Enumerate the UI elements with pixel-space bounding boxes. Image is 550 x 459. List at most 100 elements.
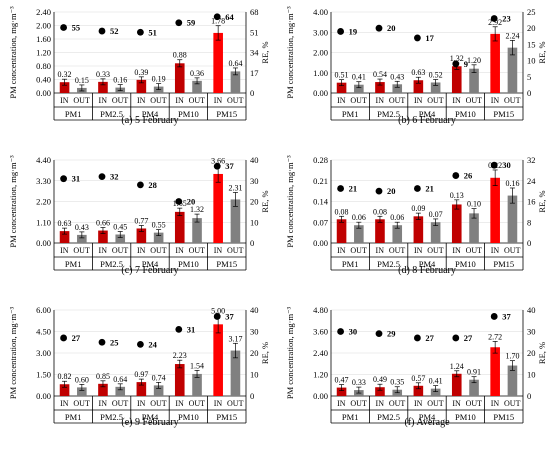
y-tick-label: 2.00 (313, 48, 328, 58)
in-series-label: IN (452, 96, 461, 105)
out-series-label: OUT (112, 96, 129, 105)
in-value-label: 0.77 (134, 216, 148, 225)
y2-tick-label: 30 (250, 327, 259, 337)
out-bar (469, 213, 479, 243)
in-series-label: IN (491, 96, 500, 105)
category-label: PM4 (142, 259, 159, 269)
y2-tick-label: 10 (250, 370, 259, 380)
re-marker (213, 162, 221, 170)
out-value-label: 0.33 (352, 378, 366, 387)
out-series-label: OUT (189, 96, 206, 105)
out-bar (354, 225, 364, 243)
in-bar (174, 364, 185, 396)
y-tick-label: 0.40 (36, 75, 51, 85)
out-bar (469, 68, 479, 93)
out-value-label: 0.41 (429, 377, 443, 386)
y2-tick-label: 0 (250, 238, 254, 248)
re-marker (375, 187, 383, 195)
category-label: PM4 (142, 412, 159, 422)
out-value-label: 0.15 (75, 76, 89, 85)
out-series-label: OUT (350, 246, 367, 255)
y-tick-label: 3.00 (313, 27, 328, 37)
category-label: PM1 (342, 109, 359, 119)
re-marker (137, 181, 144, 189)
in-value-label: 0.82 (58, 372, 72, 381)
in-value-label: 2.23 (173, 351, 187, 360)
re-marker (490, 313, 498, 320)
out-bar (230, 71, 241, 93)
in-bar (213, 324, 223, 396)
y2-tick-label: 20 (527, 23, 536, 33)
panel-caption: (a) 5 February (121, 115, 178, 126)
y2-tick-label: 20 (250, 197, 259, 207)
in-bar (213, 173, 223, 243)
in-series-label: IN (337, 96, 346, 105)
re-marker (213, 13, 221, 21)
y-tick-label: 0.00 (36, 88, 51, 98)
out-series-label: OUT (389, 399, 406, 408)
category-label: PM1 (342, 412, 359, 422)
in-bar (98, 383, 108, 396)
in-bar (174, 211, 185, 243)
y-tick-label: 4.00 (313, 7, 328, 17)
re-marker (60, 175, 67, 183)
re-marker (375, 24, 383, 32)
category-label: PM15 (216, 109, 237, 119)
category-label: PM2.5 (377, 109, 400, 119)
category-label: PM1 (65, 259, 82, 269)
y2-tick-label: 15 (527, 39, 536, 49)
in-value-label: 0.32 (58, 70, 72, 79)
re-marker (60, 334, 67, 342)
in-series-label: IN (99, 246, 108, 255)
re-marker (175, 19, 183, 27)
out-value-label: 0.35 (390, 378, 404, 387)
in-value-label: 0.51 (335, 71, 349, 80)
y2-tick-label: 0 (527, 88, 531, 98)
out-series-label: OUT (427, 246, 444, 255)
category-label: PM2.5 (377, 259, 400, 269)
in-bar (413, 80, 424, 93)
in-bar (213, 32, 223, 93)
category-label: PM4 (142, 109, 159, 119)
panel-caption: (b) 6 February (398, 115, 456, 126)
in-bar (375, 387, 385, 396)
out-value-label: 0.74 (152, 373, 166, 382)
in-bar (413, 385, 424, 396)
in-bar (375, 82, 385, 93)
out-series-label: OUT (504, 399, 521, 408)
out-series-label: OUT (350, 96, 367, 105)
out-series-label: OUT (73, 399, 90, 408)
in-value-label: 2.72 (488, 332, 502, 341)
re-value-label: 28 (148, 180, 157, 190)
re-value-label: 25 (110, 337, 119, 347)
y2-tick-label: 32 (527, 155, 536, 165)
out-bar (430, 388, 441, 396)
out-series-label: OUT (427, 96, 444, 105)
re-marker (137, 341, 144, 348)
in-bar (451, 66, 462, 93)
re-value-label: 31 (72, 174, 81, 184)
in-bar (136, 228, 147, 243)
y2-axis-label: RE, % (537, 190, 547, 212)
y-axis-label: PM concentration, mg·m⁻³ (8, 306, 18, 399)
in-bar (59, 231, 70, 243)
y-tick-label: 6.00 (36, 305, 51, 315)
in-series-label: IN (214, 246, 223, 255)
y2-axis-label: RE, % (537, 41, 547, 63)
out-value-label: 0.60 (75, 375, 89, 384)
in-bar (336, 387, 347, 396)
re-marker (414, 34, 421, 42)
out-bar (77, 387, 87, 396)
y2-tick-label: 40 (250, 305, 259, 315)
out-series-label: OUT (150, 246, 167, 255)
in-value-label: 0.09 (411, 204, 425, 213)
y-axis-label: PM concentration, mg·m⁻³ (8, 155, 18, 248)
re-marker (414, 185, 421, 192)
out-series-label: OUT (227, 399, 244, 408)
out-series-label: OUT (427, 399, 444, 408)
re-value-label: 20 (387, 186, 396, 196)
out-value-label: 0.36 (190, 69, 204, 78)
out-value-label: 0.06 (390, 213, 404, 222)
y-tick-label: 0.00 (313, 238, 328, 248)
category-label: PM15 (216, 259, 237, 269)
